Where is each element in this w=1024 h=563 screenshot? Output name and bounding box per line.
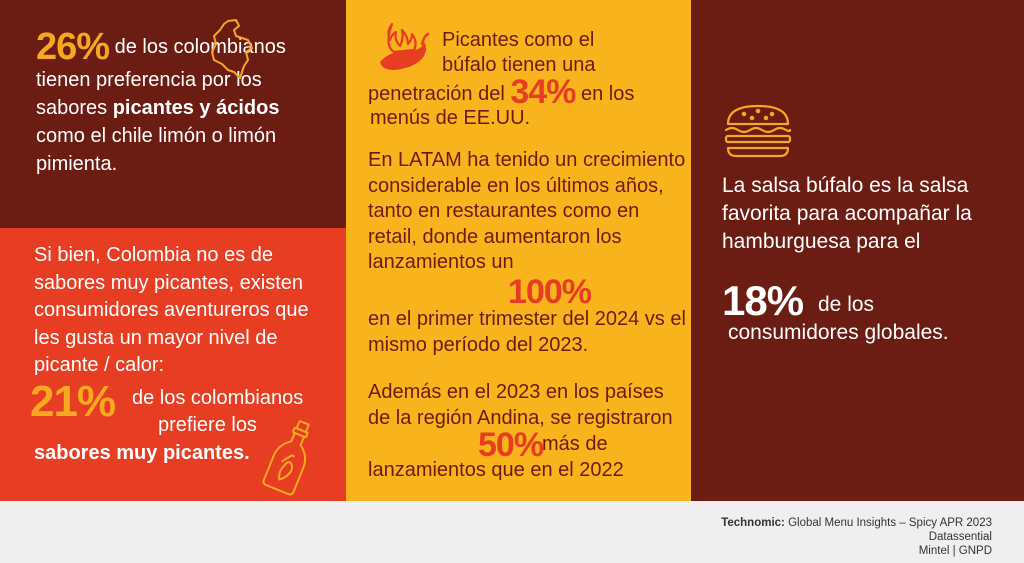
colombia-map-icon	[211, 19, 253, 79]
buffalo-line1: Picantes como el	[442, 29, 595, 51]
andina-text: Además en el 2023 en los países de la re…	[368, 381, 673, 429]
stat-21-percent: 21%	[30, 377, 116, 426]
line3-after: en los	[575, 83, 635, 105]
stat-21-line2: prefiere los	[158, 414, 257, 436]
source-mintel: Mintel | GNPD	[918, 545, 992, 557]
andina-after-percent: más de	[542, 433, 608, 455]
stat-100-percent: 100%	[508, 273, 592, 311]
text-before: de los colombianos tienen preferencia po…	[36, 36, 286, 119]
latam-growth-text-after: en el primer trimester del 2024 vs el mi…	[368, 308, 686, 356]
stat-21-line1: de los colombianos	[132, 387, 304, 409]
stat-50-percent: 50%	[478, 426, 544, 464]
stat-34-percent: 34%	[510, 73, 576, 111]
stat-18-line2: consumidores globales.	[728, 321, 949, 344]
line3-before: penetración del	[368, 83, 511, 105]
chili-pepper-fire-icon	[380, 22, 430, 70]
panel-top-left	[0, 0, 346, 228]
panel-bottom-left	[0, 228, 346, 501]
buffalo-line2: búfalo tienen una	[442, 54, 596, 76]
source-datassential: Datassential	[928, 531, 992, 543]
footer	[0, 501, 1024, 563]
colombia-preference-text: 26% de los colombianos tienen preferenci…	[36, 28, 326, 178]
hot-sauce-bottle-icon	[262, 420, 310, 496]
source-technomic-label: Technomic:	[721, 517, 785, 529]
stat-18-percent: 18%	[722, 277, 804, 324]
source-technomic-detail: Global Menu Insights – Spicy APR 2023	[784, 517, 992, 529]
source-technomic: Technomic: Global Menu Insights – Spicy …	[721, 516, 992, 530]
andina-last-line: lanzamientos que en el 2022	[368, 459, 624, 481]
buffalo-line4: menús de EE.UU.	[370, 107, 531, 129]
stat-18-line1: de los	[818, 293, 875, 316]
buffalo-sauce-text: La salsa búfalo es la salsa favorita par…	[722, 174, 972, 253]
adventurous-consumers-text: Si bien, Colombia no es de sabores muy p…	[34, 244, 309, 376]
stat-21-bold-line: sabores muy picantes.	[34, 442, 250, 464]
panel-right	[691, 0, 1024, 501]
latam-growth-text: En LATAM ha tenido un crecimiento consid…	[368, 149, 686, 273]
stat-26-percent: 26%	[36, 26, 110, 68]
burger-icon	[724, 104, 792, 158]
bold-flavors: picantes y ácidos	[112, 97, 280, 119]
text-after: como el chile limón o limón pimienta.	[36, 125, 277, 175]
buffalo-line3: penetración del 34% en los	[368, 75, 635, 109]
panel-middle	[346, 0, 691, 501]
